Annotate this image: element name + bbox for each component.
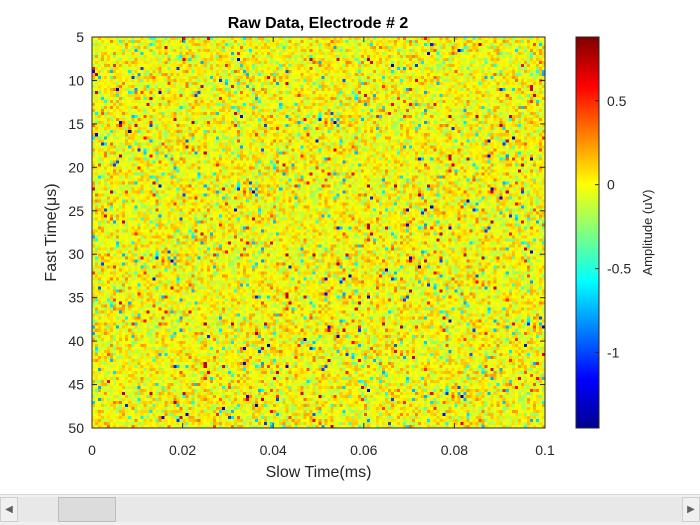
chevron-left-icon: ◀ (5, 504, 13, 515)
scroll-left-button[interactable]: ◀ (0, 497, 18, 522)
y-tick-label: 10 (68, 72, 84, 88)
scroll-track[interactable] (18, 497, 682, 522)
x-tick-label: 0 (88, 442, 96, 458)
colorbar-tick-label: 0 (607, 177, 615, 193)
heatmap-area[interactable] (92, 37, 545, 428)
y-tick-label: 25 (68, 203, 84, 219)
colorbar-tick-label: -1 (607, 344, 620, 360)
scroll-right-button[interactable]: ▶ (682, 497, 700, 522)
x-tick-label: 0.06 (350, 442, 377, 458)
y-tick-label: 15 (68, 116, 84, 132)
x-tick-label: 0.08 (441, 442, 468, 458)
y-axis-title: Fast Time(μs) (43, 183, 60, 281)
chart: Raw Data, Electrode # 2 0 0.02 0.04 0.06 0.0… (43, 15, 655, 481)
x-axis: 0 0.02 0.04 0.06 0.08 0.1 (88, 37, 555, 458)
colorbar-tick-label: -0.5 (607, 261, 631, 277)
y-tick-label: 20 (68, 159, 84, 175)
chevron-right-icon: ▶ (687, 504, 695, 515)
horizontal-scrollbar[interactable]: ◀ ▶ (0, 494, 700, 525)
heatmap-image (92, 37, 545, 428)
x-tick-label: 0.04 (260, 442, 287, 458)
x-tick-label: 0.1 (535, 442, 555, 458)
colorbar (575, 36, 600, 429)
y-tick-label: 40 (68, 333, 84, 349)
chart-title: Raw Data, Electrode # 2 (228, 15, 409, 32)
y-tick-label: 5 (76, 29, 84, 45)
x-axis-title: Slow Time(ms) (266, 464, 372, 481)
colorbar-title: Amplitude (uV) (640, 190, 655, 276)
colorbar-tick-label: 0.5 (607, 93, 627, 109)
y-tick-label: 35 (68, 290, 84, 306)
scroll-thumb[interactable] (58, 497, 116, 522)
x-tick-label: 0.02 (169, 442, 196, 458)
y-tick-label: 45 (68, 377, 84, 393)
y-tick-label: 50 (68, 420, 84, 436)
colorbar-ticks: 0.5 0 -0.5 -1 (595, 93, 631, 360)
y-axis: 5 10 15 20 25 30 35 40 45 50 (68, 29, 545, 436)
y-tick-label: 30 (68, 246, 84, 262)
axes-frame (91, 36, 546, 429)
